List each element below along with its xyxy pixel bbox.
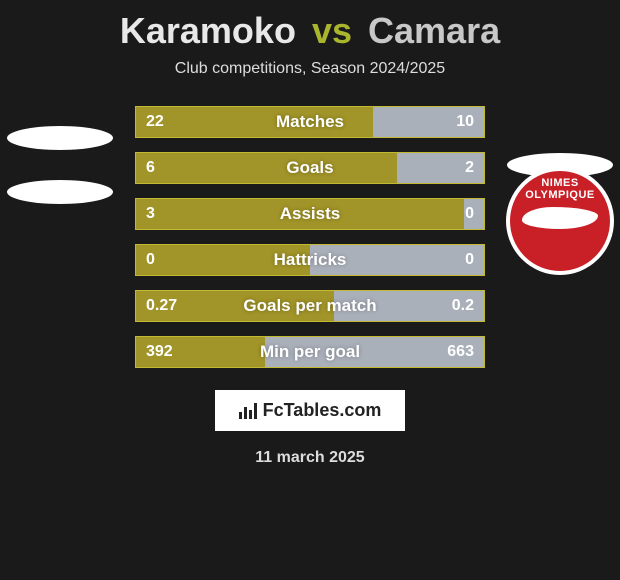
club-badge: NIMES OLYMPIQUE: [505, 166, 615, 276]
vs-text: vs: [306, 10, 358, 51]
stat-left-value: 22: [136, 107, 373, 137]
stat-row: 2210Matches: [135, 106, 485, 138]
stat-row: 392663Min per goal: [135, 336, 485, 368]
stat-right-value: 0.2: [334, 291, 484, 321]
chart-icon: [239, 403, 257, 419]
stat-row: 30Assists: [135, 198, 485, 230]
club-badge-circle: NIMES OLYMPIQUE: [506, 167, 614, 275]
stat-left-value: 3: [136, 199, 464, 229]
badge-text-bottom: OLYMPIQUE: [525, 189, 595, 201]
date-text: 11 march 2025: [255, 449, 364, 467]
subtitle: Club competitions, Season 2024/2025: [175, 60, 445, 78]
stat-row: 0.270.2Goals per match: [135, 290, 485, 322]
content-area: NIMES OLYMPIQUE 2210Matches 62Goals 30Assi…: [0, 106, 620, 368]
player2-name: Camara: [368, 10, 500, 51]
stat-right-value: 663: [265, 337, 484, 367]
comparison-card: Karamoko vs Camara Club competitions, Se…: [0, 0, 620, 467]
comparison-title: Karamoko vs Camara: [120, 10, 500, 52]
stat-right-value: 2: [397, 153, 484, 183]
team-logo-left: [5, 110, 115, 220]
footer: FcTables.com 11 march 2025: [215, 390, 406, 467]
stat-left-value: 0: [136, 245, 310, 275]
stat-right-value: 0: [464, 199, 484, 229]
stat-left-value: 6: [136, 153, 397, 183]
stat-left-value: 0.27: [136, 291, 334, 321]
crocodile-icon: [522, 207, 598, 229]
team-logo-left-shape2: [7, 180, 113, 204]
fctables-brand[interactable]: FcTables.com: [215, 390, 406, 431]
brand-text: FcTables.com: [263, 400, 382, 421]
badge-text-top: NIMES: [541, 177, 578, 189]
player1-name: Karamoko: [120, 10, 296, 51]
stat-row: 62Goals: [135, 152, 485, 184]
stat-right-value: 0: [310, 245, 484, 275]
stat-right-value: 10: [373, 107, 484, 137]
stat-bars: 2210Matches 62Goals 30Assists 00Hattricks 0.…: [135, 106, 485, 368]
team-logo-left-shape1: [7, 126, 113, 150]
stat-left-value: 392: [136, 337, 265, 367]
stat-row: 00Hattricks: [135, 244, 485, 276]
